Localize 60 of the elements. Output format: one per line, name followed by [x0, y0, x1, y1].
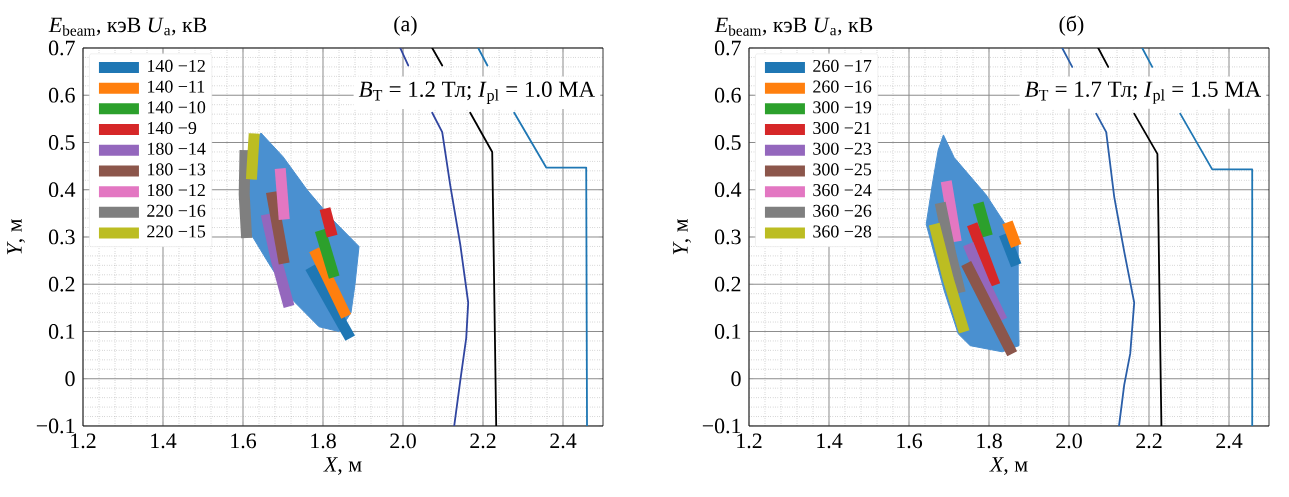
legend-label: 300 −19	[813, 101, 872, 114]
y-tick-label: 0.2	[714, 276, 741, 292]
x-tick-label: 2.2	[470, 433, 496, 449]
y-tick-label: 0.6	[714, 87, 741, 103]
y-tick-label: 0.6	[48, 87, 75, 103]
legend-label: 260 −16	[813, 80, 872, 93]
y-tick-label: 0	[731, 371, 741, 387]
legend-label: 300 −25	[813, 163, 872, 176]
annotation: B$_{T}$ = 1.2 Тл; I$_{pl}$ = 1.0 МА	[358, 81, 596, 104]
y-tick-label: 0.5	[714, 135, 741, 150]
x-tick-label: 1.2	[737, 433, 762, 449]
y-tick-label: 0.4	[714, 182, 742, 198]
x-tick-label: 1.4	[817, 433, 843, 449]
y-tick-label: 0.1	[48, 324, 75, 339]
x-tick-label: 2.0	[390, 433, 416, 449]
x-tick-label: 2.0	[1056, 433, 1082, 449]
annotation: B$_{T}$ = 1.7 Тл; I$_{pl}$ = 1.5 МА	[1024, 81, 1262, 104]
x-axis-title: X, м	[323, 457, 362, 475]
chart-title: (а)	[394, 15, 417, 36]
y-tick-label: −0.1	[36, 418, 75, 434]
y-axis-title: Y, м	[673, 218, 691, 255]
legend-label: 220 −16	[147, 204, 206, 217]
x-tick-label: 1.2	[71, 433, 96, 449]
legend-label: 360 −26	[813, 204, 872, 217]
legend-title: E$_{beam}$, кэВ U$_{a}$, кВ	[48, 17, 207, 36]
x-tick-label: 2.4	[550, 433, 577, 449]
legend-label: 300 −21	[813, 121, 871, 135]
legend-label: 360 −28	[813, 225, 872, 238]
x-tick-label: 1.6	[231, 433, 257, 449]
legend-label: 300 −23	[813, 142, 872, 155]
x-tick-label: 1.8	[311, 433, 336, 449]
chart-title: (б)	[1059, 15, 1084, 36]
x-tick-label: 2.4	[1216, 433, 1243, 449]
legend-label: 180 −14	[148, 142, 206, 155]
legend-title: E$_{beam}$, кэВ U$_{a}$, кВ	[714, 17, 873, 36]
y-tick-label: 0.7	[714, 40, 741, 56]
y-tick-label: 0.7	[48, 40, 75, 56]
legend-label: 140 −9	[148, 121, 197, 135]
y-tick-label: 0.2	[48, 276, 75, 292]
y-tick-label: 0	[65, 371, 75, 387]
x-axis-title: X, м	[989, 457, 1028, 475]
legend-label: 260 −17	[813, 59, 872, 72]
x-tick-label: 2.2	[1136, 433, 1162, 449]
x-tick-label: 1.8	[977, 433, 1002, 449]
x-tick-label: 1.6	[897, 433, 923, 449]
y-tick-label: −0.1	[702, 418, 741, 434]
y-tick-label: 0.1	[714, 324, 741, 339]
legend-label: 220 −15	[147, 225, 206, 238]
y-tick-label: 0.3	[48, 229, 75, 245]
y-tick-label: 0.3	[714, 229, 741, 245]
legend-label: 140 −10	[148, 101, 206, 114]
y-tick-label: 0.4	[48, 182, 76, 198]
legend-label: 140 −12	[148, 59, 205, 72]
legend-label: 180 −13	[148, 163, 206, 176]
legend-label: 360 −24	[813, 184, 872, 197]
y-axis-title: Y, м	[7, 218, 25, 255]
y-tick-label: 0.5	[48, 135, 75, 150]
legend-label: 140 −11	[148, 80, 205, 93]
legend-label: 180 −12	[148, 184, 205, 197]
x-tick-label: 1.4	[151, 433, 177, 449]
